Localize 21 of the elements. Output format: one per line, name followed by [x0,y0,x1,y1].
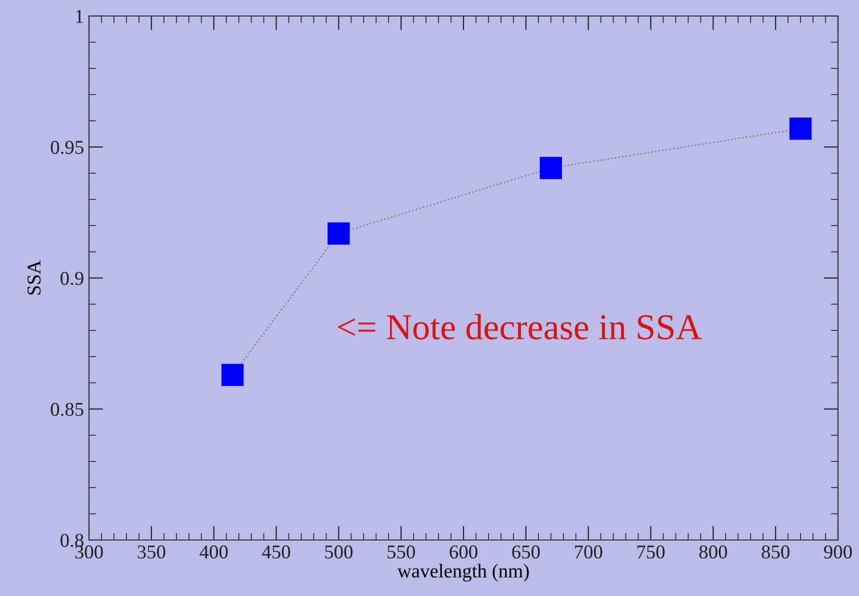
y-tick-label: 0.85 [50,402,84,416]
x-tick-label: 900 [824,545,852,559]
x-tick-label: 800 [699,545,728,559]
annotation: <= Note decrease in SSA [338,314,702,340]
x-tick-label: 650 [512,545,540,559]
x-tick-label: 550 [388,545,415,559]
x-tick-label: 600 [450,545,478,559]
x-tick-label: 700 [575,545,602,559]
y-tick-label: 1 [76,10,83,23]
x-tick-label: 300 [75,545,103,559]
x-tick-label: 400 [200,545,228,559]
x-tick-label: 850 [762,545,790,559]
y-tick-label: 0.95 [50,140,84,154]
x-tick-label: 450 [262,545,290,559]
y-tick-label: 0.9 [60,272,84,286]
x-tick-label: 500 [325,545,353,559]
y-tick-label: 0.8 [60,534,84,548]
x-axis-title: wavelength (nm) [397,564,529,582]
x-tick-label: 750 [637,545,665,559]
x-tick-label: 350 [138,545,166,559]
y-axis-title: SSA [28,260,41,295]
